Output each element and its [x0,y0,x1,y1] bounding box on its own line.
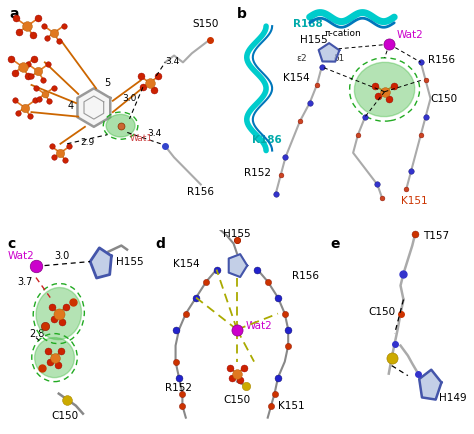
Text: C150: C150 [430,94,457,104]
Polygon shape [77,89,110,128]
Text: 3.7: 3.7 [18,276,33,286]
Text: K151: K151 [401,195,428,205]
Text: H155: H155 [300,35,328,45]
Text: Wat2: Wat2 [8,250,34,260]
Text: K186: K186 [252,134,282,144]
Text: S150: S150 [192,19,219,29]
Text: 5: 5 [104,78,110,88]
Text: K154: K154 [173,258,200,268]
Text: δ1: δ1 [334,54,345,63]
Text: H149: H149 [439,392,466,402]
Text: K151: K151 [278,400,305,410]
Text: 4: 4 [68,101,74,111]
Text: d: d [155,236,165,250]
Text: R152: R152 [165,382,192,392]
Text: 3.4: 3.4 [165,57,179,66]
Polygon shape [319,44,339,62]
Polygon shape [419,370,441,400]
Polygon shape [90,248,111,278]
Text: 2.9: 2.9 [80,138,94,146]
Text: Wat2: Wat2 [246,320,272,330]
Text: R152: R152 [244,168,271,178]
Text: 3.4: 3.4 [147,128,162,138]
Text: H155: H155 [116,256,143,266]
Text: H155: H155 [223,228,251,238]
Text: c: c [8,236,16,250]
Text: T157: T157 [423,230,449,240]
Text: Wat1: Wat1 [129,134,153,143]
Text: b: b [237,7,247,21]
Ellipse shape [106,115,135,138]
Text: K154: K154 [283,73,310,83]
Text: ε2: ε2 [297,54,307,63]
Text: e: e [330,236,339,250]
Text: C150: C150 [368,306,395,316]
Text: 2.8: 2.8 [29,328,44,338]
Text: C150: C150 [51,410,78,420]
Text: R156: R156 [292,270,319,280]
Text: R156: R156 [428,55,455,65]
Text: C150: C150 [223,394,251,404]
Ellipse shape [36,288,82,340]
Ellipse shape [35,338,74,378]
Text: π-cation: π-cation [325,29,362,38]
Text: R188: R188 [292,19,322,29]
Text: 3.0: 3.0 [122,93,137,102]
Text: a: a [9,7,18,21]
Text: R156: R156 [187,186,214,196]
Polygon shape [229,255,247,277]
Ellipse shape [355,63,415,117]
Text: Wat2: Wat2 [397,30,423,40]
Text: 3.0: 3.0 [54,250,69,260]
